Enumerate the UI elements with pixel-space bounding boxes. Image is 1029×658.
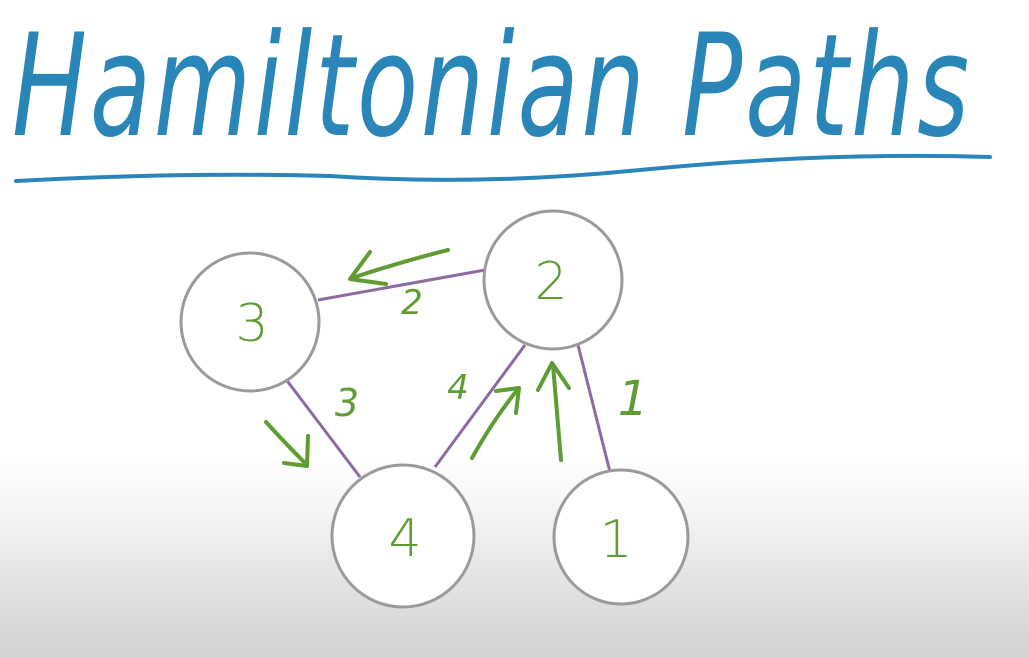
node-1-label: 1	[599, 510, 632, 570]
node-3-label: 3	[235, 294, 268, 354]
node-1: 1	[552, 468, 690, 606]
edge-3-2	[317, 268, 486, 302]
node-4-circle	[330, 463, 476, 609]
path-arrow-1-to-2	[536, 361, 571, 462]
edge-weight-4-2: 4	[447, 368, 469, 408]
node-3-circle	[179, 251, 321, 393]
node-2-label: 2	[534, 252, 567, 312]
node-2-circle	[482, 209, 624, 351]
page-title: Hamiltonian Paths	[12, 4, 972, 169]
title-underline	[14, 153, 992, 183]
node-1-circle	[552, 468, 690, 606]
edge-3-4	[283, 377, 362, 478]
path-arrow-3-to-4	[264, 420, 310, 468]
path-arrow-4-to-2	[470, 386, 521, 460]
edge-weight-3-4: 3	[335, 381, 359, 425]
edge-weight-3-2: 2	[401, 283, 423, 323]
path-arrow-2-to-3	[348, 248, 450, 286]
edge-4-2	[433, 344, 527, 468]
node-3: 3	[179, 251, 321, 393]
node-2: 2	[482, 209, 624, 351]
edge-2-1	[576, 344, 612, 473]
edge-weight-2-1: 1	[618, 371, 649, 427]
node-4-label: 4	[388, 509, 421, 569]
node-4: 4	[330, 463, 476, 609]
